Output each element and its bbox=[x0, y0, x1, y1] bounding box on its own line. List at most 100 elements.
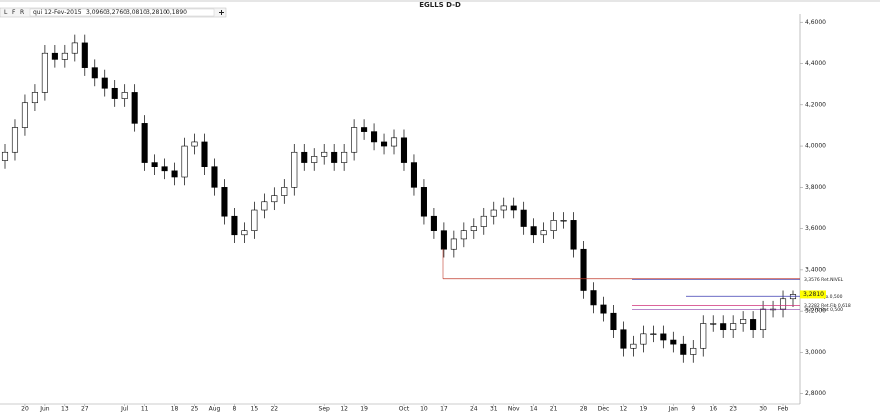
candle-body bbox=[680, 343, 687, 355]
x-tick-label: 14 bbox=[530, 406, 538, 413]
candle-body bbox=[460, 230, 467, 240]
candle-body bbox=[271, 195, 278, 203]
candle-body bbox=[241, 230, 248, 236]
candle-body bbox=[620, 329, 627, 349]
candle-body bbox=[71, 42, 78, 54]
level-label: 3,2076 Ret 0,500 bbox=[804, 307, 843, 313]
candle-body bbox=[510, 205, 517, 211]
candle-body bbox=[131, 92, 138, 124]
x-tick-label: 8 bbox=[233, 406, 237, 413]
candle-body bbox=[41, 52, 48, 93]
x-tick-label: 16 bbox=[709, 406, 717, 413]
x-tick-label: 19 bbox=[640, 406, 648, 413]
x-tick-label: 9 bbox=[691, 406, 695, 413]
x-tick-label: 12 bbox=[620, 406, 628, 413]
x-tick-label: 11 bbox=[141, 406, 149, 413]
toolbar: L F R qui 12-Fev-2015 3,0960 3,2760 3,08… bbox=[0, 7, 227, 18]
candle-body bbox=[760, 308, 767, 331]
candle-body bbox=[291, 151, 298, 188]
candle-body bbox=[750, 319, 757, 331]
last-price-label: 3,2810 bbox=[803, 291, 824, 298]
y-tick-label: 3,6000 bbox=[805, 225, 826, 232]
candle-body bbox=[410, 162, 418, 188]
candle-body bbox=[141, 123, 148, 163]
x-tick-label: Jan bbox=[668, 406, 678, 413]
candle-body bbox=[450, 238, 457, 250]
x-tick-label: Jun bbox=[39, 406, 50, 413]
add-button[interactable] bbox=[219, 10, 224, 15]
candle-body bbox=[700, 323, 707, 349]
candle-body bbox=[550, 220, 557, 231]
candle-body bbox=[720, 323, 727, 331]
x-tick-label: 13 bbox=[61, 406, 69, 413]
x-tick-label: 19 bbox=[360, 406, 368, 413]
candle-body bbox=[580, 248, 587, 291]
candle-body bbox=[341, 151, 348, 163]
button[interactable]: L bbox=[4, 9, 8, 16]
x-tick-label: 30 bbox=[759, 406, 767, 413]
candle-body bbox=[171, 170, 178, 178]
x-tick-label: Jul bbox=[120, 406, 129, 413]
candle-body bbox=[111, 87, 118, 99]
x-tick-label: 10 bbox=[420, 406, 428, 413]
candle-body bbox=[530, 226, 537, 236]
candle-body bbox=[650, 333, 657, 335]
y-tick-label: 4,6000 bbox=[805, 19, 826, 26]
chart-title: EGLLS D-D bbox=[419, 1, 461, 9]
x-tick-label: 18 bbox=[171, 406, 179, 413]
candle-body bbox=[331, 151, 338, 163]
candle-body bbox=[81, 42, 88, 68]
candle-body bbox=[231, 215, 238, 236]
info-box bbox=[29, 8, 215, 17]
x-tick-label: 22 bbox=[270, 406, 278, 413]
candle-body bbox=[540, 230, 547, 236]
candle-body bbox=[91, 67, 98, 79]
x-tick-label: 28 bbox=[580, 406, 588, 413]
candle-body bbox=[221, 187, 228, 217]
candle-body bbox=[440, 230, 447, 250]
date: qui 12-Fev-2015 bbox=[33, 9, 82, 16]
candle-body bbox=[520, 209, 527, 227]
candle-body bbox=[321, 151, 328, 157]
candle-body bbox=[710, 323, 717, 325]
candle-body bbox=[420, 187, 427, 217]
candle-body bbox=[500, 205, 507, 211]
field: 3,2760 bbox=[106, 9, 127, 16]
candle-body bbox=[630, 343, 637, 349]
candle-body bbox=[560, 220, 567, 222]
y-tick-label: 4,0000 bbox=[805, 143, 826, 150]
candle-body bbox=[730, 323, 737, 331]
candle-body bbox=[361, 127, 368, 132]
candle-body bbox=[21, 102, 28, 128]
y-tick-label: 4,2000 bbox=[805, 101, 826, 108]
y-tick-label: 3,8000 bbox=[805, 184, 826, 191]
candle-body bbox=[690, 347, 697, 355]
candle-body bbox=[570, 220, 577, 250]
button[interactable]: F bbox=[12, 9, 16, 16]
candle-body bbox=[740, 319, 747, 324]
candle-body bbox=[31, 92, 38, 104]
level-label: 3,3576 Ret.NIVEL bbox=[804, 277, 844, 283]
candle-body bbox=[430, 215, 437, 231]
candle-body bbox=[301, 151, 308, 163]
x-tick-label: 20 bbox=[21, 406, 29, 413]
x-tick-label: 23 bbox=[729, 406, 737, 413]
y-tick-label: 3,4000 bbox=[805, 266, 826, 273]
button[interactable]: R bbox=[20, 9, 24, 16]
x-tick-label: Sep bbox=[319, 406, 331, 413]
x-tick-label: 15 bbox=[251, 406, 259, 413]
candle-body bbox=[121, 92, 128, 99]
candle-body bbox=[640, 333, 647, 345]
candle-body bbox=[390, 137, 398, 147]
field: 3,0810 bbox=[126, 9, 147, 16]
y-tick-label: 3,2000 bbox=[805, 308, 826, 315]
candle-body bbox=[590, 290, 597, 306]
candle-body bbox=[351, 127, 358, 153]
candle-body bbox=[371, 131, 378, 143]
x-tick-label: Nov bbox=[508, 406, 520, 413]
y-tick-label: 3,0000 bbox=[805, 349, 826, 356]
x-tick-label: 17 bbox=[440, 406, 448, 413]
change: 0,1890 bbox=[166, 9, 187, 16]
